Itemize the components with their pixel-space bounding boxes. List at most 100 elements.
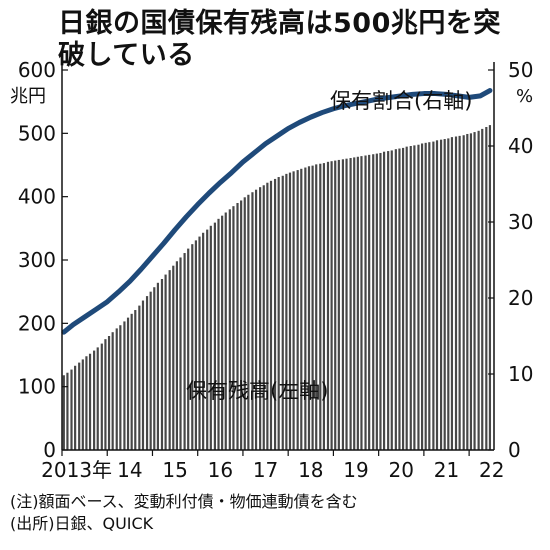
bar xyxy=(288,172,292,450)
bar xyxy=(217,218,220,450)
bar xyxy=(379,152,382,450)
bar xyxy=(202,232,205,450)
bar xyxy=(413,145,416,450)
right-tick-label: 20 xyxy=(508,286,533,310)
bar xyxy=(368,154,371,450)
bar xyxy=(168,270,171,450)
bar xyxy=(424,142,427,450)
bar xyxy=(88,353,92,450)
bar xyxy=(259,187,262,451)
axes xyxy=(61,62,495,456)
bar xyxy=(130,313,133,450)
bar xyxy=(74,365,77,450)
right-axis-unit: % xyxy=(516,86,533,107)
bar xyxy=(462,135,465,451)
bar xyxy=(382,151,386,450)
x-tick-label: 14 xyxy=(117,458,142,482)
bar xyxy=(375,153,378,450)
bar xyxy=(277,177,280,450)
bar xyxy=(247,194,250,450)
right-tick-label: 40 xyxy=(508,134,533,158)
bar xyxy=(123,321,126,450)
left-tick-label: 500 xyxy=(18,121,56,145)
bar xyxy=(213,222,216,450)
bar xyxy=(326,161,330,450)
bar xyxy=(356,156,359,450)
bar xyxy=(221,215,224,450)
bar xyxy=(485,127,488,450)
bar xyxy=(153,287,156,450)
bar xyxy=(458,135,461,450)
x-tick-label: 20 xyxy=(389,458,414,482)
bar xyxy=(183,253,186,450)
bar xyxy=(138,305,141,450)
bar xyxy=(224,212,227,450)
bar xyxy=(322,163,326,450)
bar xyxy=(70,369,73,450)
bar xyxy=(107,336,111,450)
x-tick-label: 15 xyxy=(162,458,187,482)
x-tick-label: 22 xyxy=(479,458,504,482)
bar xyxy=(300,168,303,451)
bar xyxy=(119,325,122,450)
bar xyxy=(401,147,405,450)
bar xyxy=(126,317,130,450)
bar xyxy=(262,185,265,450)
bar xyxy=(172,265,175,450)
bar xyxy=(405,146,408,450)
bar xyxy=(281,175,284,450)
bar xyxy=(62,375,65,450)
bar xyxy=(149,291,152,450)
bar xyxy=(134,310,137,450)
bar xyxy=(390,150,393,450)
bar xyxy=(420,143,424,450)
bar xyxy=(330,161,333,450)
bar xyxy=(469,133,473,450)
bar xyxy=(319,163,322,451)
bar xyxy=(111,332,114,450)
bar xyxy=(398,148,401,450)
bar xyxy=(432,141,435,450)
bar xyxy=(296,170,299,450)
line-series-label: 保有割合(右軸) xyxy=(330,89,472,113)
bar xyxy=(191,244,194,450)
bar xyxy=(307,166,311,450)
bar-series-label: 保有残高(左軸) xyxy=(186,379,328,403)
bar xyxy=(488,125,492,450)
x-tick-label: 18 xyxy=(298,458,323,482)
bar xyxy=(160,279,164,450)
bar xyxy=(96,347,99,450)
x-tick-label: 21 xyxy=(434,458,459,482)
bar xyxy=(232,206,235,450)
bar xyxy=(100,343,103,450)
bar xyxy=(364,155,367,450)
bar xyxy=(409,146,412,450)
bar xyxy=(447,138,450,450)
x-tick-label: 17 xyxy=(253,458,278,482)
x-tick-label: 2013年 xyxy=(41,458,112,482)
right-tick-label: 50 xyxy=(508,58,533,82)
footnote: (注)額面ベース、変動利付債・物価連動債を含む xyxy=(10,492,358,511)
bar xyxy=(428,142,431,450)
source-note: (出所)日銀、QUICK xyxy=(10,514,154,533)
bar xyxy=(115,328,118,450)
bar-series xyxy=(62,125,492,451)
bar xyxy=(104,339,107,450)
left-tick-label: 200 xyxy=(18,311,56,335)
bar xyxy=(93,350,96,450)
bar xyxy=(85,356,88,450)
bar xyxy=(81,359,84,450)
left-tick-label: 300 xyxy=(18,248,56,272)
bar xyxy=(417,144,420,451)
bar xyxy=(292,171,295,450)
bar xyxy=(145,296,149,450)
bar xyxy=(269,180,273,450)
bar xyxy=(198,236,201,450)
right-tick-label: 10 xyxy=(508,362,533,386)
bar xyxy=(66,372,69,450)
bar xyxy=(466,133,469,450)
bar xyxy=(481,128,484,450)
right-tick-label: 30 xyxy=(508,210,533,234)
bar xyxy=(243,197,246,450)
